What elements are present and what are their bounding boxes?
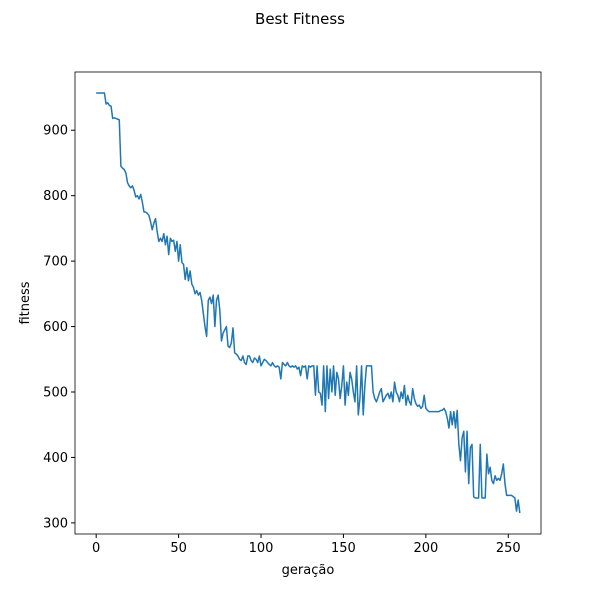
y-tick-label: 900 bbox=[43, 124, 68, 139]
x-tick-label: 0 bbox=[92, 541, 100, 556]
x-tick-label: 150 bbox=[331, 541, 356, 556]
line-series bbox=[96, 92, 521, 514]
y-tick-label: 800 bbox=[43, 189, 68, 204]
x-tick-label: 250 bbox=[496, 541, 521, 556]
x-tick-label: 100 bbox=[249, 541, 274, 556]
y-tick-label: 300 bbox=[43, 516, 68, 531]
y-tick-label: 600 bbox=[43, 320, 68, 335]
y-tick-label: 700 bbox=[43, 255, 68, 270]
x-tick-label: 50 bbox=[170, 541, 187, 556]
chart-title: Best Fitness bbox=[255, 10, 345, 28]
y-tick-label: 500 bbox=[43, 385, 68, 400]
x-axis-label: geração bbox=[282, 563, 335, 578]
y-tick-label: 400 bbox=[43, 451, 68, 466]
plot-frame bbox=[74, 71, 542, 535]
x-tick-label: 200 bbox=[413, 541, 438, 556]
y-axis-label: fitness bbox=[18, 281, 33, 324]
